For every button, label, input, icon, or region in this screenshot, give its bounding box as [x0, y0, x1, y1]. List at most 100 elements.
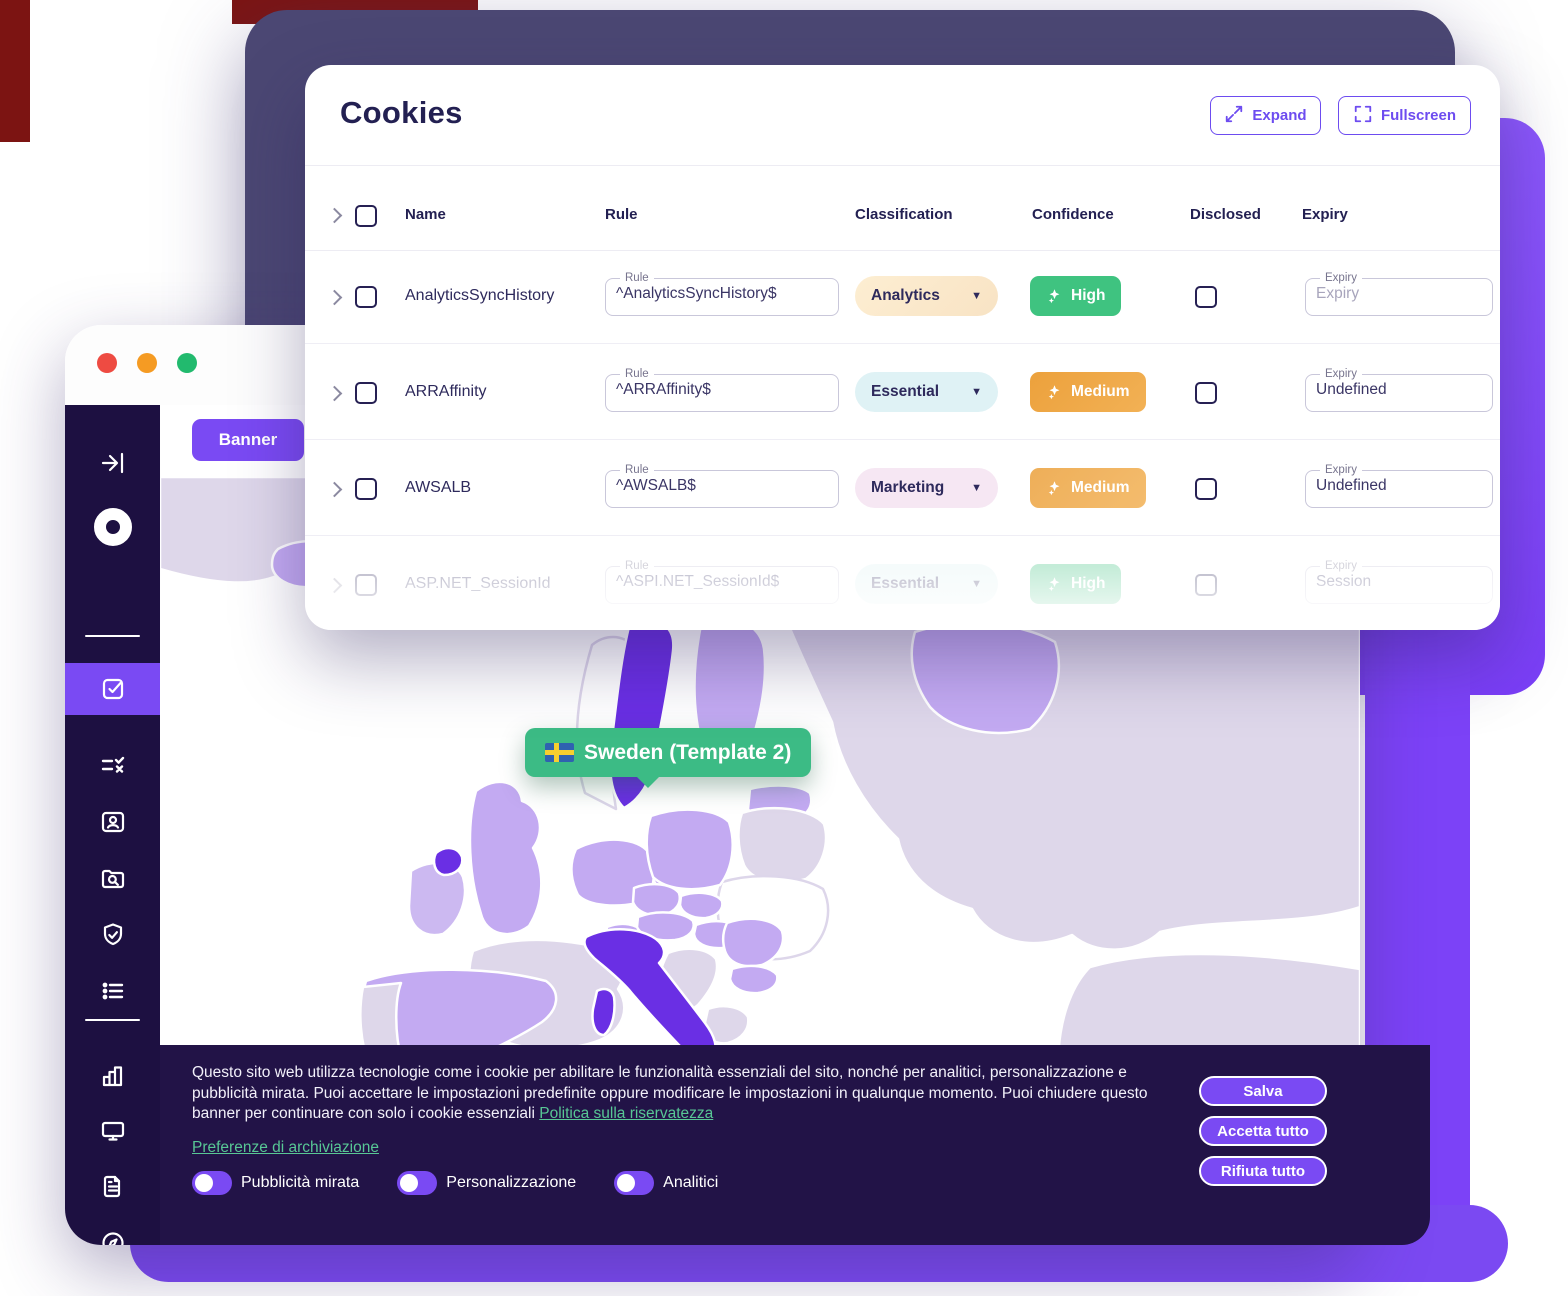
divider	[305, 165, 1500, 166]
rule-input[interactable]	[616, 477, 828, 495]
app-sidebar	[65, 405, 160, 1245]
sidebar-item-contacts[interactable]	[65, 796, 160, 848]
rule-field[interactable]: Rule	[605, 272, 839, 316]
cookie-name: ARRAffinity	[405, 383, 487, 400]
accept-all-button[interactable]: Accetta tutto	[1199, 1116, 1327, 1146]
sparkle-icon	[1048, 384, 1060, 399]
consent-text: Questo sito web utilizza tecnologie come…	[192, 1064, 1148, 1122]
select-all-checkbox[interactable]	[355, 205, 377, 227]
id-card-icon	[100, 809, 126, 835]
list-check-icon	[100, 752, 126, 778]
disclosed-checkbox[interactable]	[1195, 478, 1217, 500]
save-button[interactable]: Salva	[1199, 1076, 1327, 1106]
expand-all-chevron[interactable]	[326, 207, 343, 224]
zoom-window-icon[interactable]	[177, 353, 197, 373]
expiry-input[interactable]	[1316, 573, 1482, 591]
sidebar-logo[interactable]	[65, 497, 160, 557]
disclosed-checkbox[interactable]	[1195, 382, 1217, 404]
row-checkbox[interactable]	[355, 478, 377, 500]
sparkle-icon	[1048, 576, 1060, 591]
row-expand-chevron[interactable]	[326, 481, 343, 498]
chevron-down-icon: ▼	[971, 482, 982, 494]
row-checkbox[interactable]	[355, 574, 377, 596]
divider	[305, 535, 1500, 536]
sidebar-item-documents[interactable]	[65, 1161, 160, 1213]
minimize-window-icon[interactable]	[137, 353, 157, 373]
chevron-down-icon: ▼	[971, 290, 982, 302]
consent-banner: Questo sito web utilizza tecnologie come…	[160, 1045, 1430, 1245]
expiry-field[interactable]: Expiry	[1305, 560, 1493, 604]
monitor-icon	[100, 1118, 126, 1144]
collapse-icon	[100, 450, 126, 476]
archive-preferences-link[interactable]: Preferenze di archiviazione	[192, 1139, 379, 1156]
rule-field[interactable]: Rule	[605, 560, 839, 604]
sidebar-item-rules[interactable]	[65, 739, 160, 791]
sidebar-item-display[interactable]	[65, 1105, 160, 1157]
banner-button[interactable]: Banner	[192, 419, 304, 461]
expiry-field[interactable]: Expiry	[1305, 368, 1493, 412]
row-checkbox[interactable]	[355, 382, 377, 404]
targeted-ads-switch[interactable]	[192, 1171, 232, 1195]
personalization-switch[interactable]	[397, 1171, 438, 1195]
row-expand-chevron[interactable]	[326, 385, 343, 402]
privacy-policy-link[interactable]: Politica sulla riservatezza	[539, 1105, 714, 1122]
confidence-badge[interactable]: Medium	[1030, 372, 1146, 412]
classification-select[interactable]: Essential ▼	[855, 564, 998, 604]
confidence-badge[interactable]: High	[1030, 276, 1122, 316]
rule-input[interactable]	[616, 381, 828, 399]
cookie-name: AnalyticsSyncHistory	[405, 287, 555, 304]
divider	[305, 439, 1500, 440]
col-rule: Rule	[605, 206, 638, 223]
col-disclosed: Disclosed	[1190, 206, 1261, 223]
fullscreen-button[interactable]: Fullscreen	[1338, 96, 1471, 135]
fullscreen-icon	[1353, 104, 1373, 128]
expiry-input[interactable]	[1316, 381, 1482, 399]
expand-button[interactable]: Expand	[1210, 96, 1321, 135]
classification-select[interactable]: Marketing ▼	[855, 468, 998, 508]
confidence-badge[interactable]: Medium	[1030, 468, 1146, 508]
sidebar-item-analytics[interactable]	[65, 1050, 160, 1102]
analytics-switch[interactable]	[614, 1171, 655, 1195]
row-expand-chevron[interactable]	[326, 577, 343, 594]
rule-input[interactable]	[616, 285, 828, 303]
page-title: Cookies	[340, 95, 463, 130]
disclosed-checkbox[interactable]	[1195, 574, 1217, 596]
rule-input[interactable]	[616, 573, 828, 591]
expiry-input[interactable]	[1316, 477, 1482, 495]
col-classification: Classification	[855, 206, 953, 223]
expiry-field[interactable]: Expiry	[1305, 464, 1493, 508]
sidebar-item-scans[interactable]	[65, 853, 160, 905]
sidebar-item-compliance[interactable]	[65, 909, 160, 961]
row-checkbox[interactable]	[355, 286, 377, 308]
classification-select[interactable]: Analytics ▼	[855, 276, 998, 316]
sparkle-icon	[1048, 288, 1060, 303]
sidebar-item-discover[interactable]	[65, 1217, 160, 1245]
sidebar-collapse-button[interactable]	[65, 437, 160, 489]
table-row: AWSALB Rule Marketing▼ Medium Expiry	[305, 440, 1500, 536]
expand-icon	[1224, 104, 1244, 128]
confidence-badge[interactable]: High	[1030, 564, 1122, 604]
consent-toggles: Pubblicità mirata Personalizzazione Anal…	[192, 1171, 718, 1195]
divider	[305, 343, 1500, 344]
cookies-panel: Cookies Expand Fullscreen Name Rule Clas…	[305, 65, 1500, 630]
disclosed-checkbox[interactable]	[1195, 286, 1217, 308]
col-name: Name	[405, 206, 446, 223]
classification-select[interactable]: Essential ▼	[855, 372, 998, 412]
col-expiry: Expiry	[1302, 206, 1348, 223]
rule-field[interactable]: Rule	[605, 368, 839, 412]
row-expand-chevron[interactable]	[326, 289, 343, 306]
expiry-field[interactable]: Expiry	[1305, 272, 1493, 316]
check-square-icon	[100, 676, 126, 702]
close-window-icon[interactable]	[97, 353, 117, 373]
sidebar-divider	[85, 635, 140, 637]
document-icon	[100, 1174, 126, 1200]
reject-all-button[interactable]: Rifiuta tutto	[1199, 1156, 1327, 1186]
sidebar-item-logs[interactable]	[65, 965, 160, 1017]
col-confidence: Confidence	[1032, 206, 1114, 223]
table-row: ARRAffinity Rule Essential▼ Medium Expir…	[305, 344, 1500, 440]
map-tooltip-label: Sweden (Template 2)	[584, 740, 792, 764]
sidebar-item-cookies[interactable]	[65, 663, 160, 715]
rule-field[interactable]: Rule	[605, 464, 839, 508]
expiry-input[interactable]	[1316, 285, 1482, 303]
